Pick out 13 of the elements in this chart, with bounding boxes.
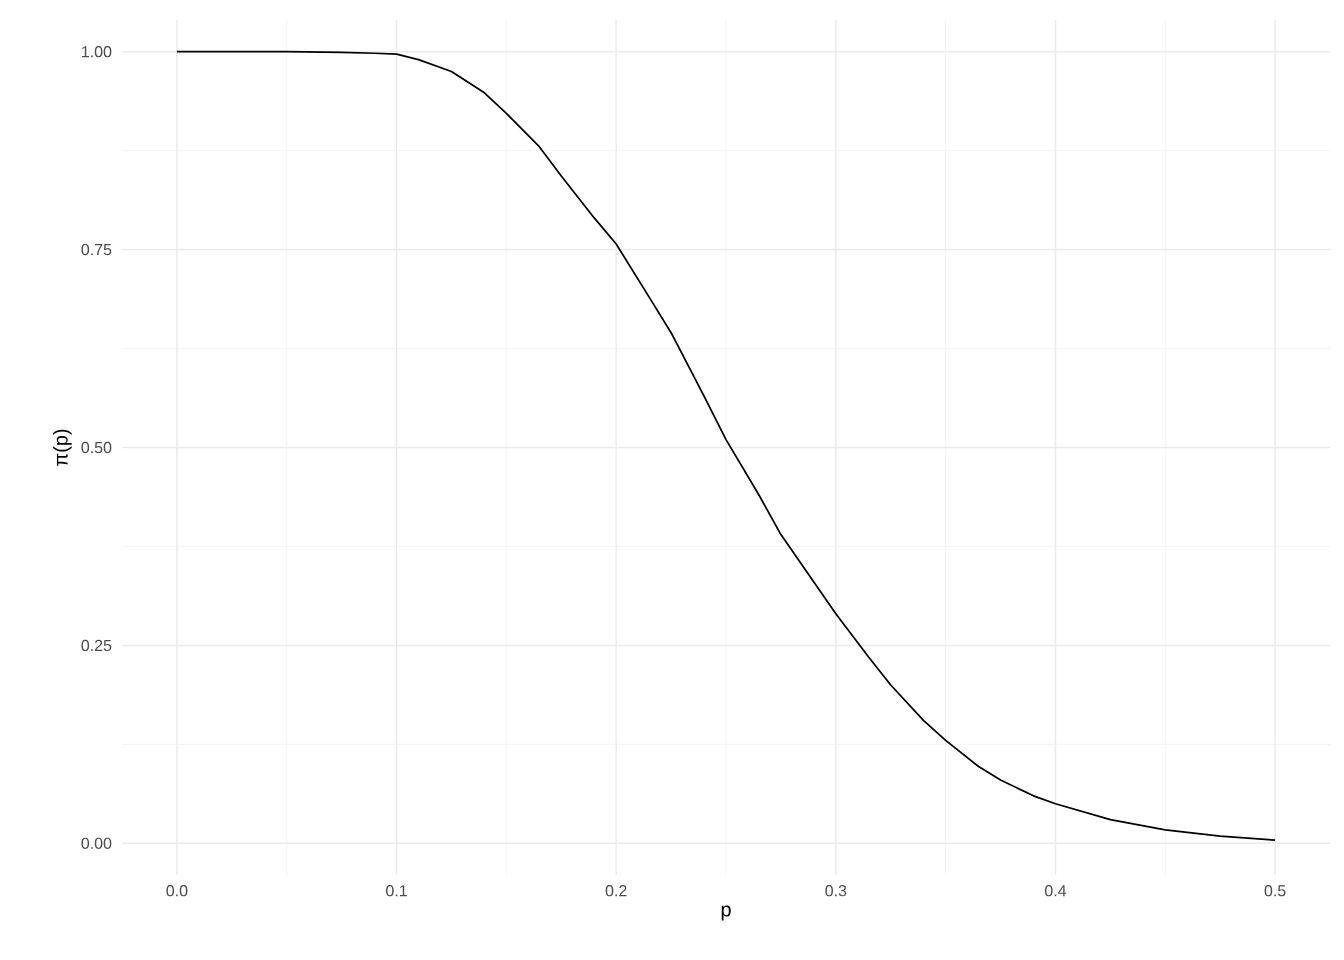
x-tick-label: 0.3 [825, 885, 847, 897]
x-tick-label: 0.5 [1264, 885, 1286, 897]
x-tick-label: 0.2 [605, 885, 627, 897]
x-tick-label: 0.4 [1044, 885, 1067, 897]
x-tick-label: 0.1 [386, 885, 407, 897]
y-tick-label: 0.75 [81, 243, 112, 256]
y-tick-label: 0.00 [81, 837, 112, 849]
x-tick-label: 0.0 [166, 885, 188, 897]
y-tick-label: 0.25 [81, 639, 112, 652]
y-tick-label: 1.00 [82, 46, 112, 58]
y-tick-label: 0.50 [81, 441, 112, 454]
y-axis-title: π(p) [53, 429, 72, 466]
x-axis-title: p [721, 905, 731, 921]
